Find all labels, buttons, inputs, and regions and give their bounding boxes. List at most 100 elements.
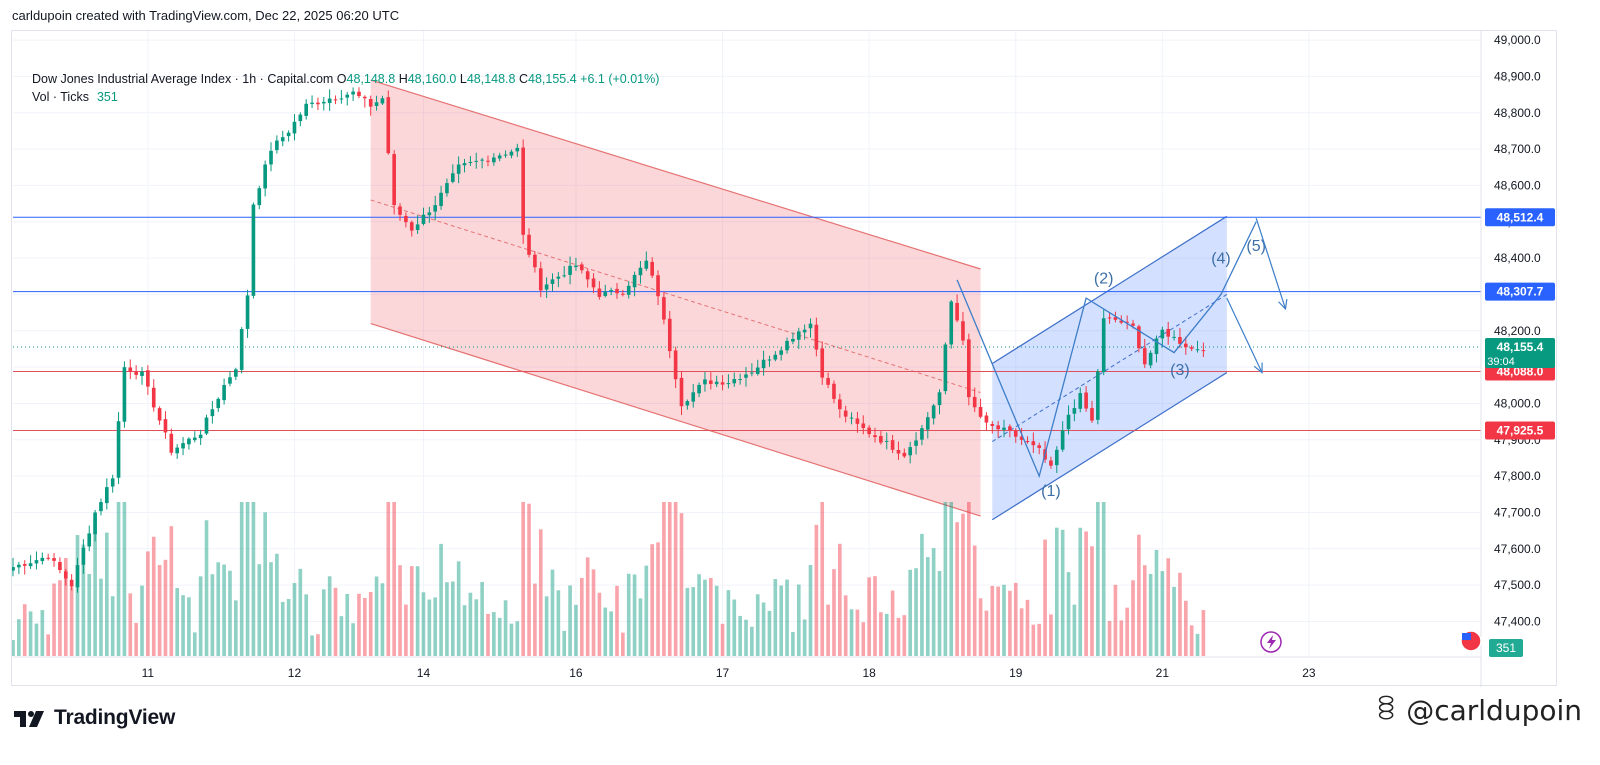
candle-body[interactable] <box>1137 326 1141 349</box>
candlestick-chart[interactable]: (1) (2) (3) (4) (5) 47,400.0 47,500.0 47,600.0… <box>12 31 1558 687</box>
candle-body[interactable] <box>374 102 379 106</box>
candle-body[interactable] <box>52 558 56 561</box>
candle-body[interactable] <box>838 399 842 410</box>
candle-body[interactable] <box>544 284 549 290</box>
candle-body[interactable] <box>151 387 156 408</box>
candle-body[interactable] <box>685 401 690 406</box>
candle-body[interactable] <box>925 417 930 430</box>
candle-body[interactable] <box>216 398 221 409</box>
candle-body[interactable] <box>785 340 789 351</box>
candle-body[interactable] <box>961 321 965 341</box>
candle-body[interactable] <box>955 302 959 321</box>
candle-body[interactable] <box>110 478 115 487</box>
candle-body[interactable] <box>28 563 33 567</box>
candle-body[interactable] <box>163 419 168 433</box>
candle-body[interactable] <box>34 560 39 564</box>
candle-body[interactable] <box>920 428 924 440</box>
candle-body[interactable] <box>855 418 860 424</box>
candle-body[interactable] <box>820 348 825 378</box>
candle-body[interactable] <box>879 435 883 443</box>
candle-body[interactable] <box>1113 317 1118 320</box>
candle-body[interactable] <box>1148 352 1153 366</box>
candle-body[interactable] <box>744 374 748 378</box>
candle-body[interactable] <box>779 350 784 355</box>
candle-body[interactable] <box>662 297 666 320</box>
candle-body[interactable] <box>521 147 525 235</box>
candle-body[interactable] <box>943 344 948 392</box>
candle-body[interactable] <box>439 192 443 207</box>
candle-body[interactable] <box>990 424 995 426</box>
candle-body[interactable] <box>1060 430 1065 450</box>
candle-body[interactable] <box>720 382 725 385</box>
candle-body[interactable] <box>116 421 121 478</box>
candle-body[interactable] <box>902 452 907 457</box>
candle-body[interactable] <box>503 154 508 156</box>
candle-body[interactable] <box>738 379 742 381</box>
candle-body[interactable] <box>1049 460 1053 466</box>
candle-body[interactable] <box>134 371 138 375</box>
candle-body[interactable] <box>421 214 426 224</box>
candle-body[interactable] <box>204 417 209 434</box>
candle-body[interactable] <box>826 378 830 385</box>
candle-body[interactable] <box>415 224 420 231</box>
candle-body[interactable] <box>280 137 285 142</box>
candle-body[interactable] <box>568 265 572 275</box>
candle-body[interactable] <box>298 114 303 122</box>
candle-body[interactable] <box>175 447 180 454</box>
candle-body[interactable] <box>1008 426 1012 431</box>
candle-body[interactable] <box>462 163 467 166</box>
candle-body[interactable] <box>468 162 473 164</box>
candle-body[interactable] <box>198 434 203 439</box>
candle-body[interactable] <box>832 383 836 399</box>
candle-body[interactable] <box>873 435 877 438</box>
candle-body[interactable] <box>1025 441 1030 443</box>
candle-body[interactable] <box>949 301 954 345</box>
candle-body[interactable] <box>1013 430 1018 437</box>
candle-body[interactable] <box>908 447 913 456</box>
candle-body[interactable] <box>22 564 27 566</box>
candle-body[interactable] <box>398 206 402 215</box>
candle-body[interactable] <box>210 409 215 417</box>
candle-body[interactable] <box>1125 321 1129 323</box>
candle-body[interactable] <box>480 159 484 161</box>
candle-body[interactable] <box>984 415 989 423</box>
candle-body[interactable] <box>937 392 942 406</box>
candle-body[interactable] <box>351 91 355 95</box>
candle-body[interactable] <box>556 276 561 279</box>
candle-body[interactable] <box>796 331 801 340</box>
candle-body[interactable] <box>474 160 479 162</box>
candle-body[interactable] <box>58 562 62 571</box>
candle-body[interactable] <box>234 369 238 377</box>
candle-body[interactable] <box>169 433 174 453</box>
candle-body[interactable] <box>890 440 895 450</box>
candle-body[interactable] <box>533 254 537 268</box>
candle-body[interactable] <box>1119 320 1124 323</box>
candle-body[interactable] <box>409 222 414 231</box>
candle-body[interactable] <box>650 261 654 276</box>
candle-body[interactable] <box>667 318 672 352</box>
candle-body[interactable] <box>931 405 936 419</box>
candle-body[interactable] <box>40 557 45 562</box>
candle-body[interactable] <box>996 425 1000 430</box>
candle-body[interactable] <box>404 215 408 223</box>
candle-body[interactable] <box>527 234 531 255</box>
candle-body[interactable] <box>380 98 385 104</box>
candle-body[interactable] <box>275 140 279 151</box>
candle-body[interactable] <box>621 293 625 295</box>
candle-body[interactable] <box>1019 436 1024 440</box>
candle-body[interactable] <box>192 437 197 441</box>
candle-body[interactable] <box>708 380 713 384</box>
candle-body[interactable] <box>386 97 391 154</box>
candle-body[interactable] <box>1078 393 1083 409</box>
price-candles[interactable] <box>12 87 1206 593</box>
candle-body[interactable] <box>427 212 432 216</box>
candle-body[interactable] <box>773 354 778 360</box>
candle-body[interactable] <box>257 188 262 206</box>
candle-body[interactable] <box>304 103 309 116</box>
candle-body[interactable] <box>87 533 92 547</box>
candle-body[interactable] <box>538 268 543 291</box>
candle-body[interactable] <box>105 487 109 504</box>
candle-body[interactable] <box>363 96 367 99</box>
candle-body[interactable] <box>884 440 889 442</box>
candle-body[interactable] <box>726 383 731 385</box>
